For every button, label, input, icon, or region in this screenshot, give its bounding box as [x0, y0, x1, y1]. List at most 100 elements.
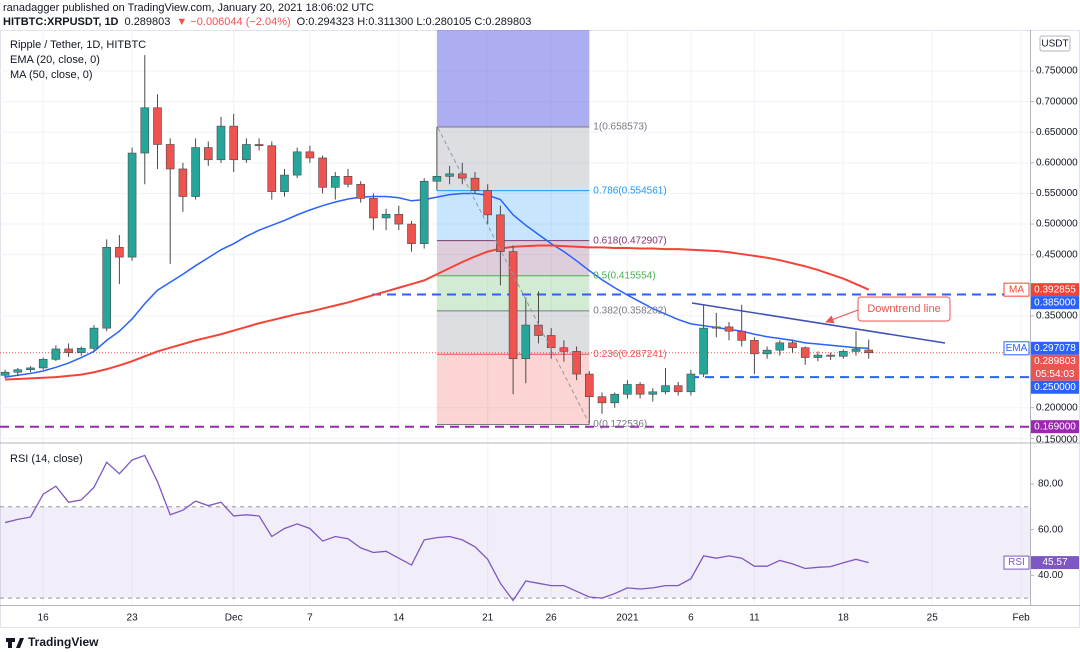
overlay-name-box: [1003, 282, 1030, 297]
chart-title: Ripple / Tether, 1D, HITBTC: [10, 39, 146, 51]
rsi-badge: [1031, 556, 1079, 570]
candle-body: [165, 144, 175, 170]
candle-body: [610, 393, 619, 404]
candle-body: [470, 177, 480, 191]
x-tick-label: 2021: [616, 613, 639, 624]
symbol: HITBTC:XRPUSDT, 1D: [3, 16, 119, 28]
x-tick-label: 16: [38, 613, 50, 624]
candle-body: [534, 324, 543, 336]
y-tick-label: 0.550000: [1036, 188, 1078, 199]
y-tick-label: 0.200000: [1036, 402, 1078, 413]
candle-body: [762, 349, 772, 355]
candle-body: [597, 396, 607, 404]
candle-body: [813, 354, 823, 358]
currency-button[interactable]: [1039, 35, 1071, 52]
candle-body: [51, 348, 61, 360]
level-badge-bg: [1031, 380, 1079, 394]
candle-body: [381, 213, 391, 219]
annotation: Downtrend line: [867, 303, 940, 315]
rsi-name-box: [1003, 555, 1030, 570]
change: ▼ −0.006044 (−2.04%): [176, 16, 290, 28]
overlay-name-box: [1003, 341, 1030, 356]
level-badge: 0.250000: [1034, 382, 1076, 393]
candle-body: [584, 373, 594, 397]
candle-body: [203, 147, 213, 161]
x-tick-label: 14: [393, 613, 405, 624]
candle-body: [76, 348, 86, 353]
candle-body: [407, 223, 416, 244]
fib-label: 0.236(0.287241): [593, 349, 666, 360]
rsi-tick-label: 80.00: [1038, 479, 1063, 490]
candle-body: [229, 125, 238, 161]
candle-body: [267, 145, 277, 192]
candle-body: [673, 385, 683, 393]
candle-body: [750, 340, 759, 355]
overlay-badge-bg: [1031, 341, 1079, 355]
countdown: 05:54:03: [1036, 369, 1075, 380]
candle-body: [216, 125, 226, 161]
ohlc-line: O:0.294323 H:0.311300 L:0.280105 C:0.289…: [297, 16, 532, 28]
overlay-badge-bg: [1031, 283, 1079, 297]
y-tick-label: 0.700000: [1036, 96, 1078, 107]
x-tick-label: 6: [688, 613, 694, 624]
candle-body: [572, 351, 581, 375]
annotation-arrow: [825, 309, 859, 324]
x-tick-label: Feb: [1012, 613, 1030, 624]
candle-body: [330, 176, 340, 188]
x-tick-label: 25: [927, 613, 939, 624]
moving-average: [5, 244, 870, 381]
level-badge-bg: [1031, 296, 1079, 310]
candle-body: [292, 151, 302, 176]
candle-body: [102, 247, 111, 329]
x-tick-label: 7: [307, 613, 313, 624]
candle-body: [38, 359, 48, 369]
legend-ma: MA (50, close, 0): [10, 69, 93, 81]
brand-logo: [6, 638, 24, 648]
rsi-tick-label: 60.00: [1038, 524, 1063, 535]
x-tick-label: 26: [546, 613, 558, 624]
rsi-pane: [0, 444, 1030, 605]
rsi-line: [4, 454, 869, 602]
rsi-badge-label: 45.57: [1042, 557, 1067, 568]
brand: TradingView: [28, 635, 99, 649]
rsi-tick-label: 40.00: [1038, 570, 1063, 581]
fib-band: [436, 126, 590, 191]
candle-body: [0, 371, 10, 376]
rsi-title: RSI (14, close): [10, 453, 83, 465]
x-tick-label: Dec: [225, 613, 243, 624]
x-tick-label: 18: [838, 613, 850, 624]
drawings: Downtrend line: [437, 127, 951, 426]
y-tick-label: 0.650000: [1036, 127, 1078, 138]
candle-body: [635, 384, 645, 395]
candle-body: [699, 327, 708, 375]
candle-body: [305, 151, 315, 159]
y-tick-label: 0.500000: [1036, 219, 1078, 230]
x-tick-label: 21: [482, 613, 494, 624]
candle-body: [788, 342, 797, 349]
y-tick-label: 0.600000: [1036, 157, 1078, 168]
candle-body: [318, 157, 327, 188]
candle-body: [127, 152, 137, 258]
candle-body: [445, 173, 454, 177]
candle-body: [623, 384, 632, 395]
legend-ema: EMA (20, close, 0): [10, 54, 100, 66]
symbol-line: HITBTC:XRPUSDT, 1D 0.289803 ▼ −0.006044 (−…: [3, 16, 531, 28]
author-line: ranadagger published on TradingView.com,…: [3, 2, 374, 14]
rsi-name: RSI: [1008, 557, 1025, 568]
candle-body: [864, 349, 874, 354]
candle-body: [724, 326, 734, 332]
y-tick-label: 0.350000: [1036, 311, 1078, 322]
overlay-badge: 0.297078: [1034, 343, 1076, 354]
level-badge: 0.169000: [1034, 421, 1076, 432]
candle-body: [432, 176, 442, 182]
candle-body: [839, 351, 848, 357]
currency[interactable]: USDT: [1041, 39, 1068, 50]
fib-label: 0.5(0.415554): [593, 270, 655, 281]
candle-body: [800, 347, 810, 358]
candle-body: [191, 147, 200, 197]
candle-body: [648, 391, 658, 395]
fib-label: 0.786(0.554561): [593, 185, 666, 196]
y-tick-label: 0.150000: [1036, 434, 1078, 445]
x-tick-label: 11: [749, 613, 760, 624]
